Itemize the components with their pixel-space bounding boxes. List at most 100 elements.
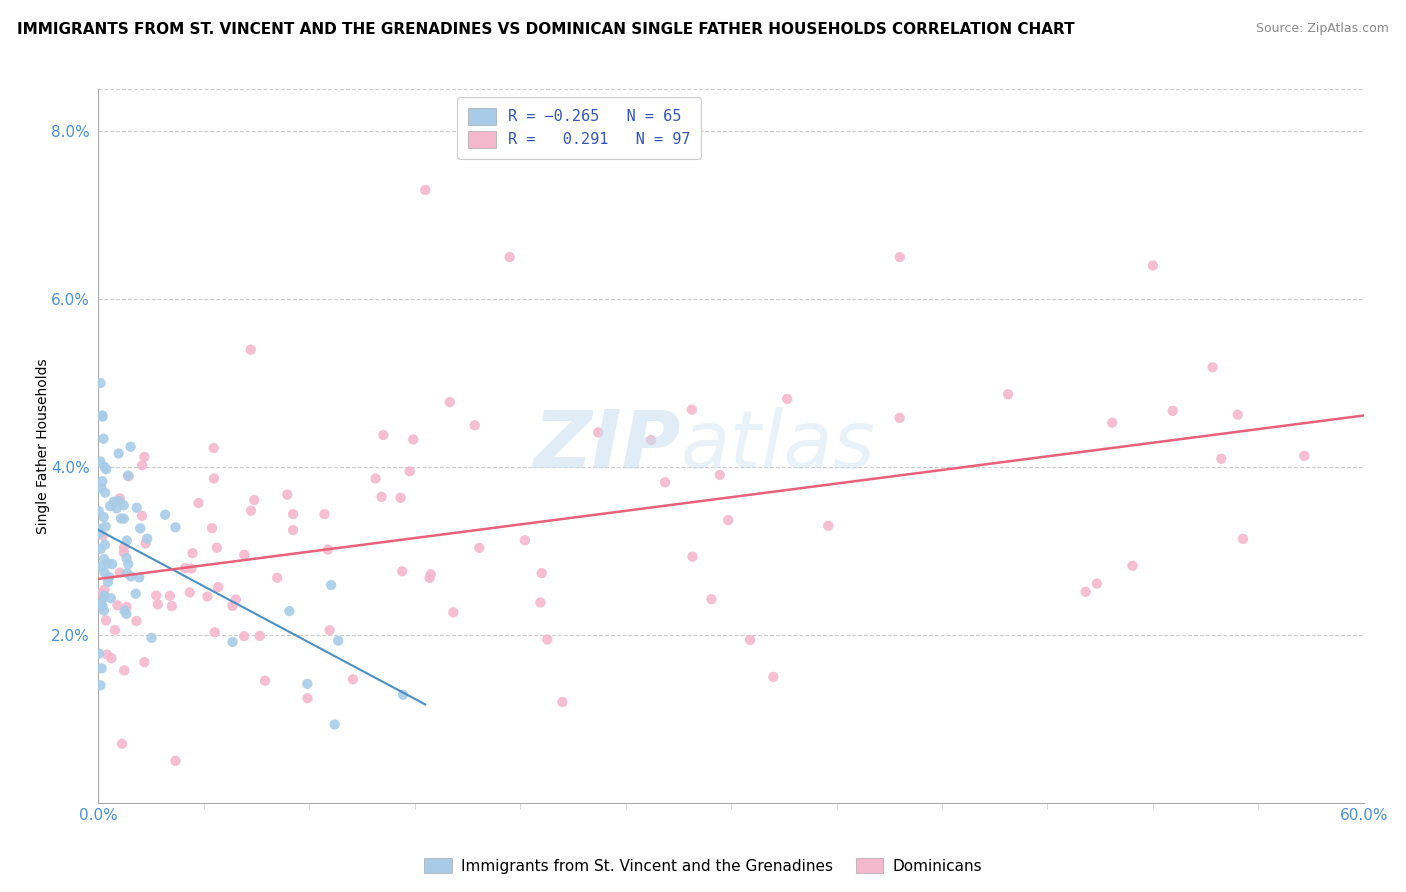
Point — [91, 409, 114, 423]
Point — [276, 488, 298, 502]
Point — [392, 688, 415, 702]
Point — [97, 574, 120, 589]
Point — [120, 569, 142, 583]
Point — [115, 566, 138, 581]
Point — [110, 511, 132, 525]
Point — [530, 566, 553, 581]
Point — [254, 673, 277, 688]
Point — [419, 567, 441, 582]
Point — [297, 691, 319, 706]
Point — [129, 521, 152, 535]
Point — [997, 387, 1019, 401]
Point — [87, 522, 110, 536]
Point — [323, 717, 346, 731]
Point — [93, 432, 115, 446]
Point — [114, 604, 136, 618]
Point — [90, 597, 112, 611]
Point — [125, 587, 148, 601]
Point — [179, 585, 201, 599]
Point — [402, 433, 425, 447]
Point — [1226, 408, 1249, 422]
Point — [125, 614, 148, 628]
Point — [90, 376, 112, 390]
Point — [318, 624, 340, 638]
Point — [513, 533, 536, 548]
Point — [94, 613, 117, 627]
Point — [131, 508, 153, 523]
Point — [94, 538, 117, 552]
Point — [93, 566, 115, 580]
Point — [112, 664, 135, 678]
Point — [115, 533, 138, 548]
Point — [328, 633, 350, 648]
Point — [776, 392, 799, 406]
Point — [762, 670, 785, 684]
Point — [278, 604, 301, 618]
Point — [93, 510, 115, 524]
Text: IMMIGRANTS FROM ST. VINCENT AND THE GRENADINES VS DOMINICAN SINGLE FATHER HOUSEH: IMMIGRANTS FROM ST. VINCENT AND THE GREN… — [17, 22, 1074, 37]
Point — [240, 503, 263, 517]
Point — [1232, 532, 1254, 546]
Point — [97, 557, 120, 571]
Point — [90, 661, 112, 675]
Legend: Immigrants from St. Vincent and the Grenadines, Dominicans: Immigrants from St. Vincent and the Gren… — [418, 852, 988, 880]
Point — [370, 490, 392, 504]
Point — [108, 491, 131, 506]
Point — [205, 541, 228, 555]
Point — [91, 599, 114, 613]
Point — [94, 519, 117, 533]
Point — [464, 418, 486, 433]
Point — [202, 471, 225, 485]
Point — [174, 561, 197, 575]
Point — [1074, 584, 1097, 599]
Point — [1085, 576, 1108, 591]
Point — [90, 542, 112, 557]
Point — [181, 546, 204, 560]
Point — [316, 542, 339, 557]
Point — [586, 425, 609, 440]
Point — [389, 491, 412, 505]
Point — [135, 536, 157, 550]
Point — [117, 468, 139, 483]
Point — [441, 605, 464, 619]
Point — [225, 592, 247, 607]
Point — [536, 632, 558, 647]
Legend: R = −0.265   N = 65, R =   0.291   N = 97: R = −0.265 N = 65, R = 0.291 N = 97 — [457, 97, 702, 159]
Point — [180, 561, 202, 575]
Point — [96, 462, 118, 476]
Point — [281, 523, 304, 537]
Text: Source: ZipAtlas.com: Source: ZipAtlas.com — [1256, 22, 1389, 36]
Point — [700, 592, 723, 607]
Point — [681, 402, 703, 417]
Point — [115, 599, 138, 614]
Point — [108, 566, 131, 580]
Point — [1161, 404, 1184, 418]
Point — [889, 410, 911, 425]
Point — [136, 532, 159, 546]
Point — [93, 460, 117, 475]
Point — [373, 428, 395, 442]
Point — [233, 629, 256, 643]
Point — [141, 631, 163, 645]
Text: ZIP: ZIP — [533, 407, 681, 485]
Point — [134, 655, 156, 669]
Point — [89, 678, 111, 692]
Point — [1201, 360, 1223, 375]
Point — [709, 468, 731, 483]
Point — [1101, 416, 1123, 430]
Point — [89, 454, 111, 468]
Point — [243, 493, 266, 508]
Point — [90, 587, 112, 601]
Point — [266, 571, 288, 585]
Point — [1211, 451, 1233, 466]
Point — [202, 441, 225, 455]
Point — [145, 589, 167, 603]
Point — [107, 599, 129, 613]
Point — [529, 595, 551, 609]
Point — [239, 343, 262, 357]
Point — [128, 570, 150, 584]
Point — [93, 589, 115, 603]
Point — [717, 513, 740, 527]
Point — [125, 500, 148, 515]
Point — [321, 578, 343, 592]
